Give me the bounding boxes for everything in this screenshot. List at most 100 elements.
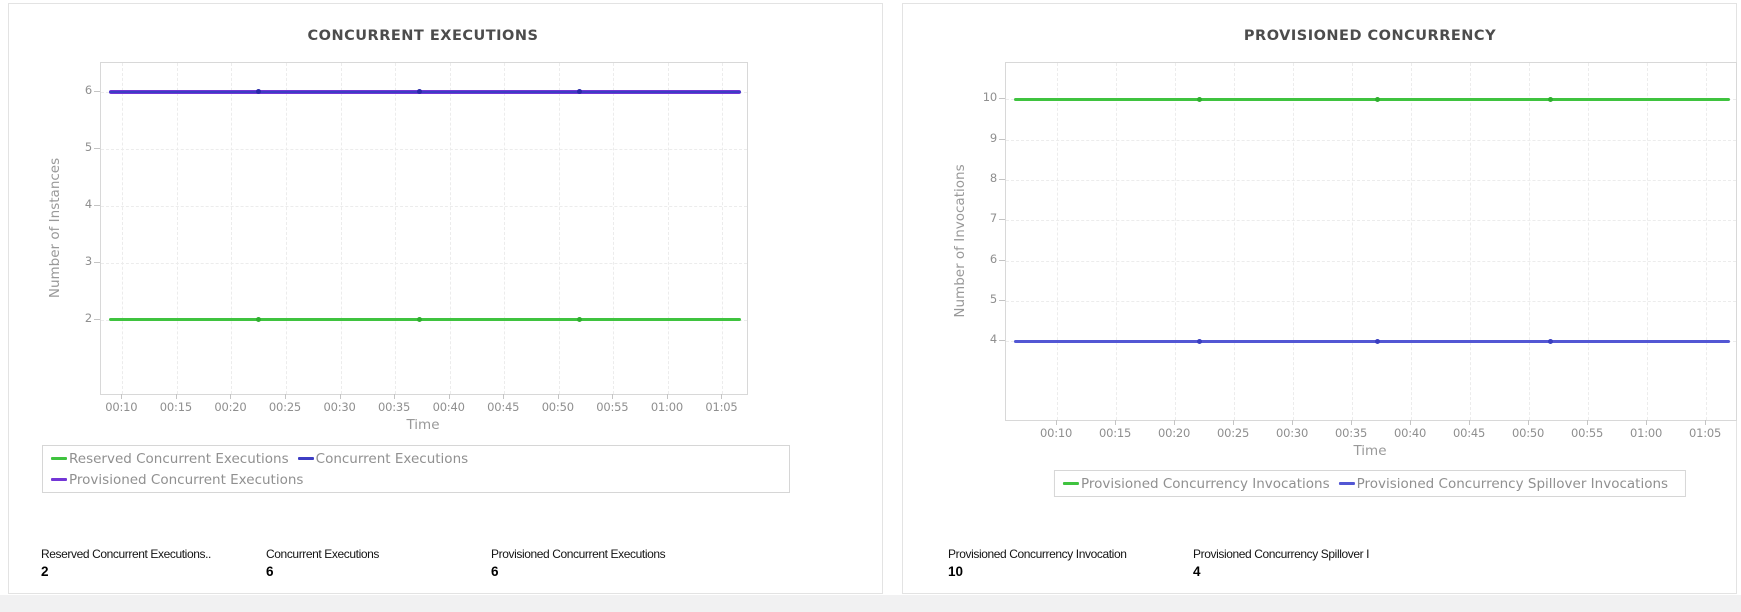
y-tick-mark xyxy=(94,318,100,320)
x-tick-label: 00:10 xyxy=(105,400,138,414)
stat-label: Provisioned Concurrency Invocation xyxy=(948,547,1127,561)
stat-column: Concurrent Executions 6 xyxy=(266,547,491,579)
y-tick-mark xyxy=(999,98,1005,100)
x-tick-label: 00:25 xyxy=(268,400,302,414)
stat-column: Provisioned Concurrency Invocation 10 xyxy=(948,547,1193,579)
x-gridline xyxy=(1293,63,1295,420)
x-tick-label: 00:30 xyxy=(323,400,356,414)
summary-stats: Reserved Concurrent Executions.. 2 Concurr… xyxy=(41,547,716,579)
chart-title: PROVISIONED CONCURRENCY xyxy=(1243,28,1497,44)
stat-value: 6 xyxy=(266,564,274,579)
data-point-marker xyxy=(256,89,262,95)
x-gridline xyxy=(449,63,451,394)
x-tick-label: 00:55 xyxy=(596,400,629,414)
series-line-provisioned-concurrency-invocations xyxy=(1014,97,1730,101)
y-tick-label: 3 xyxy=(84,253,92,268)
y-gridline xyxy=(1006,220,1736,222)
x-tick-label: 00:50 xyxy=(1512,426,1545,440)
x-tick-mark xyxy=(284,394,286,399)
x-tick-mark xyxy=(1292,420,1294,425)
y-gridline xyxy=(101,148,747,150)
x-tick-label: 01:00 xyxy=(1629,426,1663,440)
data-point-marker xyxy=(416,317,422,323)
y-gridline xyxy=(1006,260,1736,262)
legend-item[interactable]: Provisioned Concurrency Spillover Invoca… xyxy=(1338,475,1669,492)
x-gridline xyxy=(1175,63,1177,420)
y-gridline xyxy=(1006,139,1736,141)
y-gridline xyxy=(1006,301,1736,302)
x-gridline xyxy=(667,63,669,394)
legend-item[interactable]: Reserved Concurrent Executions xyxy=(51,451,289,467)
series-line-reserved-concurrent-executions xyxy=(109,318,741,322)
x-gridline xyxy=(176,63,178,394)
x-tick-mark xyxy=(175,394,177,399)
x-gridline xyxy=(122,63,124,394)
legend: Reserved Concurrent Executions Concurrent… xyxy=(42,445,790,493)
y-tick-label: 4 xyxy=(84,196,92,211)
stat-column: Reserved Concurrent Executions.. 2 xyxy=(41,547,266,579)
x-gridline xyxy=(613,63,615,394)
y-tick-label: 10 xyxy=(982,90,997,105)
legend-label: Concurrent Executions xyxy=(315,450,469,467)
x-tick-label: 00:40 xyxy=(1394,426,1427,440)
legend-item[interactable]: Provisioned Concurrency Invocations xyxy=(1062,475,1330,492)
y-tick-label: 6 xyxy=(989,251,997,266)
y-tick-mark xyxy=(999,178,1005,180)
y-tick-mark xyxy=(999,259,1005,261)
legend-row: Provisioned Concurrency Invocations Provi… xyxy=(1062,473,1677,494)
x-tick-label: 00:15 xyxy=(1099,426,1132,440)
x-tick-label: 00:15 xyxy=(159,400,192,414)
y-tick-mark xyxy=(999,138,1005,140)
x-tick-label: 01:05 xyxy=(705,400,738,414)
x-gridline xyxy=(1529,63,1531,420)
y-tick-mark xyxy=(94,147,100,149)
data-point-marker xyxy=(1196,338,1202,344)
x-gridline xyxy=(1116,63,1118,420)
x-gridline xyxy=(504,63,506,394)
legend-label: Provisioned Concurrency Invocations xyxy=(1080,475,1330,492)
plot-area xyxy=(1005,62,1737,421)
legend-item[interactable]: Concurrent Executions xyxy=(297,450,469,467)
y-tick-label: 4 xyxy=(989,332,997,347)
data-point-marker xyxy=(1196,96,1202,102)
legend: Provisioned Concurrency Invocations Provi… xyxy=(1053,470,1687,497)
x-tick-label: 00:45 xyxy=(487,400,520,414)
x-gridline xyxy=(285,63,287,394)
legend-label: Provisioned Concurrency Spillover Invoca… xyxy=(1356,475,1669,492)
stat-label: Reserved Concurrent Executions.. xyxy=(41,547,211,561)
x-tick-label: 01:00 xyxy=(650,400,683,414)
legend-row: Provisioned Concurrent Executions xyxy=(51,469,781,490)
y-tick-mark xyxy=(999,300,1005,301)
x-tick-mark xyxy=(503,394,505,399)
x-tick-mark xyxy=(448,394,450,399)
legend-swatch-icon xyxy=(1062,482,1079,485)
x-tick-mark xyxy=(1233,420,1235,425)
x-tick-mark xyxy=(1174,420,1176,425)
stat-value: 2 xyxy=(41,564,49,579)
x-axis-label: Time xyxy=(406,417,440,433)
x-tick-mark xyxy=(394,394,396,399)
data-point-marker xyxy=(1547,338,1553,344)
x-tick-mark xyxy=(1410,420,1412,425)
legend-item[interactable]: Provisioned Concurrent Executions xyxy=(51,472,303,488)
legend-label: Provisioned Concurrent Executions xyxy=(69,471,304,488)
legend-swatch-icon xyxy=(297,457,314,460)
x-gridline xyxy=(340,63,342,394)
x-tick-mark xyxy=(1056,420,1058,425)
x-tick-mark xyxy=(230,394,232,399)
legend-label: Reserved Concurrent Executions xyxy=(69,450,289,467)
stat-value: 6 xyxy=(491,564,499,579)
x-gridline xyxy=(1706,63,1708,420)
y-tick-mark xyxy=(94,90,100,92)
stat-value: 4 xyxy=(1193,564,1201,579)
stat-value: 10 xyxy=(948,564,964,579)
x-gridline xyxy=(1588,63,1590,420)
y-tick-mark xyxy=(94,204,100,206)
y-axis-label: Number of Instances xyxy=(47,157,63,298)
data-point-marker xyxy=(1547,96,1553,102)
x-tick-mark xyxy=(612,394,614,399)
y-gridline xyxy=(101,205,747,207)
stat-label: Provisioned Concurrency Spillover I xyxy=(1193,547,1370,561)
y-tick-mark xyxy=(94,261,100,263)
x-tick-mark xyxy=(1528,420,1530,425)
